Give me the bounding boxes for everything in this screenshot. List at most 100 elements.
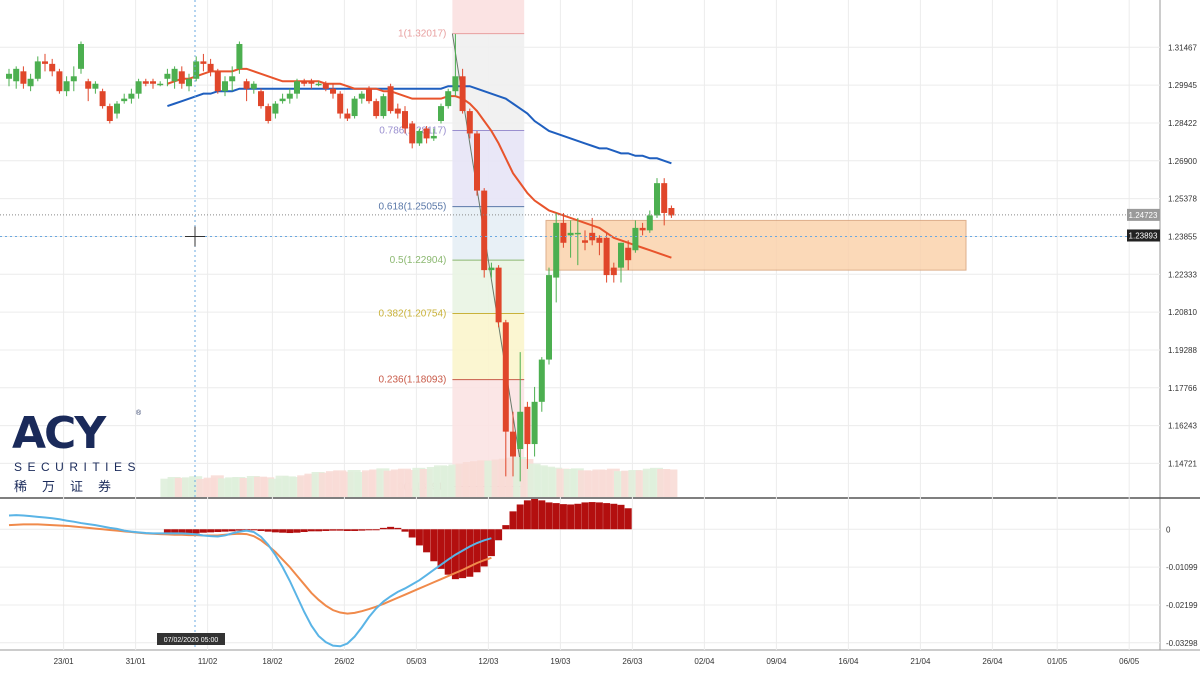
candle-body-history: [114, 103, 120, 114]
price-tick-label: 1.26900: [1168, 157, 1197, 166]
candle-body: [610, 267, 617, 276]
macd-histogram-bar: [603, 503, 611, 530]
macd-histogram-bar: [307, 529, 315, 532]
price-tick-label: 1.22333: [1168, 270, 1197, 279]
fib-level-label: 0.618(1.25055): [379, 202, 447, 213]
macd-histogram-bar: [459, 529, 467, 579]
candle-body: [394, 108, 401, 114]
macd-histogram-bar: [228, 529, 236, 532]
candle-body-history: [34, 61, 41, 79]
macd-histogram-bar: [171, 529, 179, 534]
candle-body: [596, 237, 603, 243]
candle-body: [272, 103, 279, 114]
candle-body: [618, 242, 624, 268]
fib-level-label: 1(1.32017): [398, 29, 446, 40]
candle-body: [423, 128, 430, 139]
time-tick-label: 21/04: [910, 657, 931, 666]
price-tick-label: 1.19288: [1168, 346, 1197, 355]
time-tick-label: 01/05: [1047, 657, 1068, 666]
macd-histogram-bar: [214, 529, 222, 533]
candle-body: [661, 183, 668, 213]
macd-histogram-bar: [531, 498, 539, 530]
price-tick-label: 1.14721: [1168, 459, 1197, 468]
candle-body: [387, 86, 394, 112]
fib-zone: [452, 130, 525, 207]
candle-body: [589, 232, 596, 241]
candle-body-history: [56, 71, 63, 92]
macd-histogram-bar: [466, 529, 474, 577]
time-tick-label: 09/04: [766, 657, 787, 666]
candle-body: [301, 81, 308, 84]
candle-body: [279, 98, 286, 102]
price-tag-box: [1127, 229, 1160, 242]
macd-histogram-bar: [257, 529, 265, 531]
candle-body: [294, 81, 300, 94]
candle-body: [243, 81, 250, 89]
candle-body: [265, 106, 272, 122]
price-tick-label: 1.20810: [1168, 308, 1197, 317]
macd-histogram-bar: [372, 529, 380, 531]
candle-body: [546, 275, 552, 360]
macd-histogram-bar: [415, 529, 423, 546]
time-tick-label: 31/01: [126, 657, 147, 666]
candle-body: [452, 76, 459, 92]
candle-body: [229, 76, 236, 82]
candle-body: [639, 227, 646, 231]
macd-histogram-bar: [192, 529, 200, 534]
candle-body: [416, 130, 423, 144]
macd-histogram-bar: [387, 526, 395, 530]
macd-histogram-bar: [473, 529, 481, 573]
candle-body: [560, 222, 567, 243]
macd-histogram-bar: [178, 529, 186, 534]
cursor-time-label: 07/02/2020 05:00: [164, 637, 219, 644]
candle-body: [315, 83, 322, 86]
time-tick-label: 02/04: [694, 657, 715, 666]
macd-histogram-bar: [343, 529, 351, 531]
candle-body: [430, 135, 437, 139]
fib-level-label: 0.236(1.18093): [379, 375, 447, 386]
candle-body: [409, 123, 416, 144]
macd-histogram-bar: [394, 527, 402, 530]
candle-body: [438, 106, 444, 122]
candle-body: [337, 93, 344, 114]
candle-body: [322, 83, 329, 89]
candle-body: [603, 237, 610, 276]
macd-histogram-bar: [617, 504, 625, 530]
candle-body: [517, 411, 524, 450]
macd-histogram-bar: [163, 529, 171, 534]
candle-body: [466, 111, 473, 134]
price-tick-label: 1.29945: [1168, 81, 1197, 90]
macd-histogram-bar: [207, 529, 215, 533]
candle-body: [164, 73, 171, 79]
fib-zone-top: [452, 0, 525, 34]
candle-body: [207, 63, 214, 72]
candle-body: [445, 91, 452, 107]
macd-histogram-bar: [329, 529, 337, 531]
candle-body-history: [135, 81, 142, 94]
candle-body-history: [85, 81, 92, 89]
acy-securities-logo: ACY ® SECURITIES 稀万证券: [12, 410, 152, 494]
macd-histogram-bar: [401, 529, 409, 532]
candle-body: [286, 93, 293, 99]
candle-body: [502, 322, 509, 432]
macd-histogram-bar: [502, 525, 510, 530]
macd-histogram-bar: [235, 529, 243, 531]
candle-body: [186, 78, 192, 87]
candle-body: [178, 71, 185, 84]
fib-zone: [452, 260, 525, 314]
macd-histogram-bar: [315, 529, 323, 532]
macd-histogram-bar: [365, 529, 373, 531]
macd-histogram-bar: [480, 529, 488, 567]
candle-body: [193, 61, 200, 79]
candle-body: [459, 76, 466, 112]
macd-histogram-bar: [538, 500, 546, 530]
macd-histogram-bar: [509, 511, 517, 530]
macd-histogram-bar: [437, 529, 445, 569]
candle-body: [258, 91, 264, 107]
candle-body-history: [42, 61, 48, 64]
candle-body-history: [70, 76, 77, 82]
candle-body-history: [150, 81, 156, 84]
